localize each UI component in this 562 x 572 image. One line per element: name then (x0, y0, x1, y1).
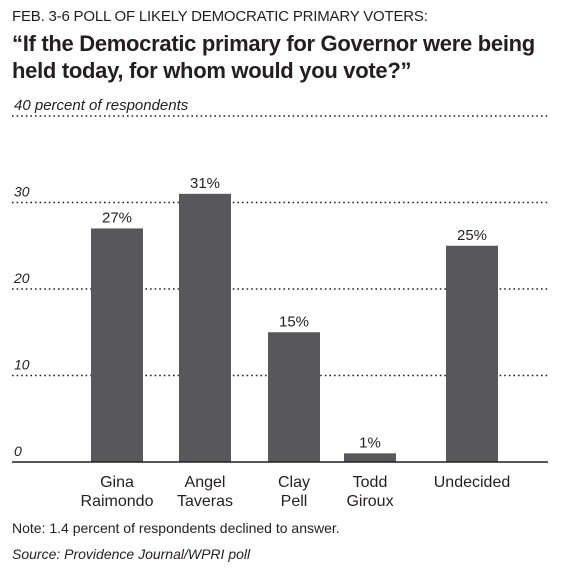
category-label: Pell (281, 493, 308, 510)
y-tick-label: 10 (14, 357, 30, 373)
category-label: Gina (100, 474, 134, 491)
bar (446, 245, 498, 462)
bar-value-label: 31% (190, 175, 220, 192)
bar-value-label: 1% (359, 434, 381, 451)
y-tick-label: 30 (14, 184, 30, 200)
bar (344, 453, 396, 462)
bar-chart: 0 10 20 30 40 percent of respondents 27% Gina R… (12, 97, 548, 510)
chart-note: Note: 1.4 percent of respondents decline… (12, 520, 340, 536)
bar (91, 228, 143, 462)
y-tick-label: 20 (13, 270, 30, 286)
chart-title: “If the Democratic primary for Governor … (12, 31, 535, 83)
category-label: Taveras (177, 493, 233, 510)
chart-source: Source: Providence Journal/WPRI poll (12, 546, 251, 562)
bar (179, 193, 231, 462)
category-label: Giroux (346, 493, 393, 510)
category-label: Undecided (434, 474, 511, 491)
category-label: Clay (278, 474, 310, 491)
bar-value-label: 15% (279, 313, 309, 330)
y-axis-label: 40 percent of respondents (14, 97, 189, 114)
bar-value-label: 27% (102, 209, 132, 226)
y-tick-label: 0 (14, 443, 22, 459)
chart-kicker: FEB. 3-6 POLL OF LIKELY DEMOCRATIC PRIMA… (12, 8, 428, 25)
bar-value-label: 25% (457, 227, 487, 244)
bar (268, 332, 320, 462)
category-label: Todd (353, 474, 388, 491)
category-label: Angel (185, 474, 226, 491)
category-label: Raimondo (81, 493, 154, 510)
